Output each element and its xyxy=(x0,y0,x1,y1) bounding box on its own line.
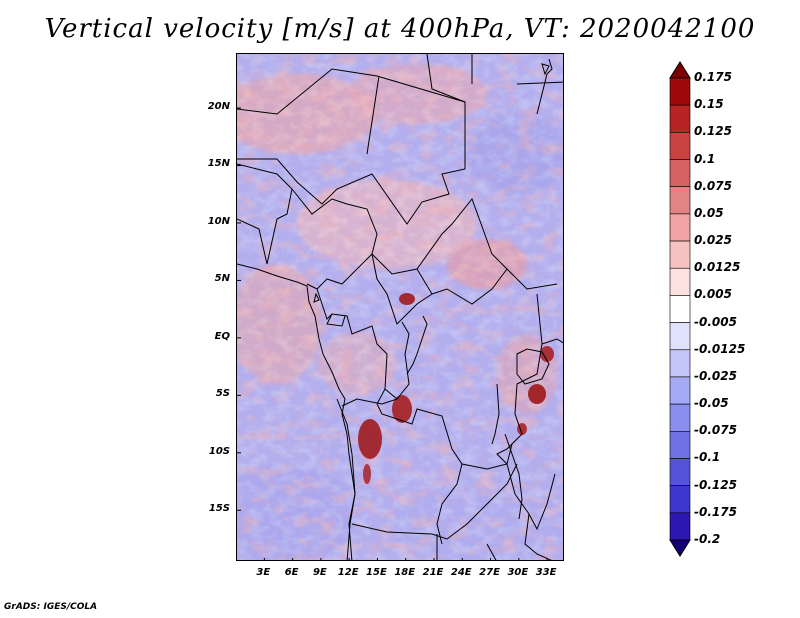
lon-tick-label: 12E xyxy=(337,567,359,578)
velocity-field-map xyxy=(237,54,563,560)
colorbar-segment xyxy=(669,104,691,133)
lon-tick-label: 21E xyxy=(422,567,444,578)
colorbar-segment xyxy=(669,349,691,378)
colorbar-tick-label: 0.15 xyxy=(694,97,724,112)
coastlines-and-lakes xyxy=(237,58,553,560)
colorbar-tick-label: 0.0125 xyxy=(694,260,741,275)
colorbar-tick-label: -0.075 xyxy=(694,423,737,438)
colorbar-segment xyxy=(669,267,691,296)
lon-tick-label: 6E xyxy=(284,567,299,578)
colorbar-tick-label: 0.005 xyxy=(694,287,732,302)
colorbar-tick-label: 0.075 xyxy=(694,178,732,193)
colorbar-segment xyxy=(669,322,691,351)
lat-tick-label: 10N xyxy=(207,215,230,227)
colorbar-top-arrow xyxy=(669,61,691,79)
strong-updraft-cells xyxy=(358,293,554,484)
colorbar-segment xyxy=(669,186,691,215)
colorbar-segment xyxy=(669,430,691,459)
colorbar-tick-label: 0.1 xyxy=(694,151,716,166)
lon-tick-label: 9E xyxy=(312,567,327,578)
lat-tick-label: EQ xyxy=(214,330,230,342)
lat-tick-label: 15S xyxy=(208,503,230,515)
colorbar-tick-label: 0.125 xyxy=(694,124,732,139)
lon-tick-label: 27E xyxy=(479,567,500,578)
lon-tick-label: 33E xyxy=(535,567,557,578)
colorbar-segment xyxy=(669,376,691,405)
chart-title: Vertical velocity [m/s] at 400hPa, VT: 2… xyxy=(44,14,756,44)
country-boundaries xyxy=(237,54,563,560)
colorbar-tick-label: 0.025 xyxy=(694,233,732,248)
lon-tick-label: 15E xyxy=(366,567,387,578)
lat-tick-label: 5S xyxy=(215,388,230,400)
map-plot-area xyxy=(236,53,564,561)
colorbar-segment xyxy=(669,240,691,269)
colorbar-segment xyxy=(669,295,691,323)
colorbar xyxy=(669,61,691,557)
lon-tick-label: 18E xyxy=(394,567,416,578)
lon-tick-label: 30E xyxy=(507,567,529,578)
lat-tick-label: 20N xyxy=(207,101,230,113)
colorbar-tick-label: -0.1 xyxy=(694,450,721,465)
colorbar-tick-label: -0.125 xyxy=(694,477,737,492)
lon-tick-label: 24E xyxy=(450,567,472,578)
colorbar-tick-label: -0.025 xyxy=(694,368,737,383)
colorbar-segment xyxy=(669,77,691,106)
colorbar-segment xyxy=(669,512,691,541)
colorbar-tick-label: -0.175 xyxy=(694,504,737,519)
colorbar-segment xyxy=(669,132,691,160)
colorbar-tick-label: -0.0125 xyxy=(694,341,746,356)
colorbar-segment xyxy=(669,485,691,514)
colorbar-segment xyxy=(669,213,691,242)
field-updraft-texture xyxy=(237,54,563,560)
lon-tick-label: 3E xyxy=(256,567,271,578)
grads-credit: GrADS: IGES/COLA xyxy=(4,602,98,612)
colorbar-tick-label: 0.175 xyxy=(694,70,732,84)
colorbar-segment xyxy=(669,458,691,486)
colorbar-bottom-arrow xyxy=(669,539,691,557)
colorbar-tick-label: -0.005 xyxy=(694,314,737,329)
colorbar-tick-label: -0.2 xyxy=(694,532,721,546)
colorbar-segment xyxy=(669,159,691,188)
lat-tick-label: 15N xyxy=(207,158,230,170)
colorbar-tick-label: -0.05 xyxy=(694,396,729,411)
lat-tick-label: 5N xyxy=(214,273,230,285)
lat-tick-label: 10S xyxy=(208,445,230,457)
colorbar-segment xyxy=(669,403,691,432)
colorbar-tick-label: 0.05 xyxy=(694,205,724,220)
